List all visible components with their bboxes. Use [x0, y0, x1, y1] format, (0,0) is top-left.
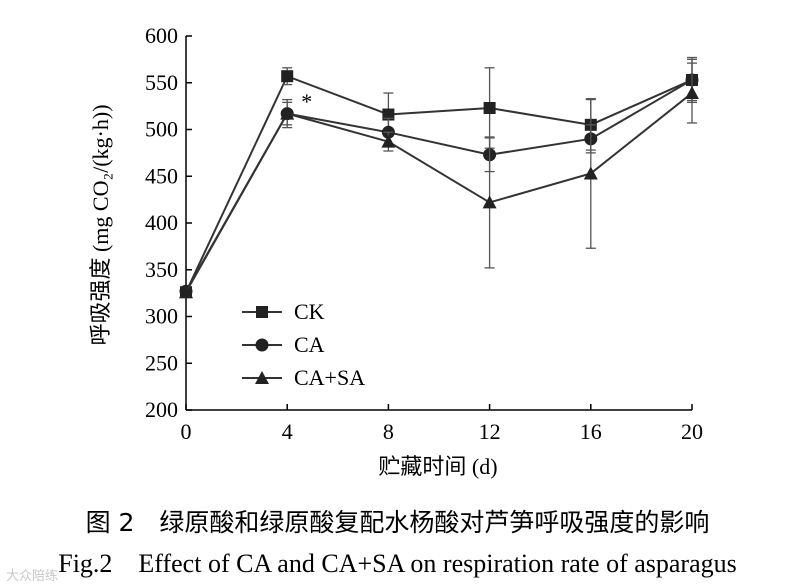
x-tick-label: 4 — [282, 419, 293, 444]
legend-marker-ck — [256, 306, 268, 318]
x-tick-label: 8 — [383, 419, 394, 444]
data-point-ca-sa — [381, 134, 396, 148]
data-point-ck — [382, 108, 395, 121]
y-tick-label: 400 — [145, 210, 178, 235]
legend-marker-ca-sa — [255, 371, 269, 384]
significance-annotation: * — [301, 89, 312, 114]
legend-label-ca-sa: CA+SA — [294, 365, 365, 390]
data-point-ck — [483, 101, 496, 114]
respiration-chart: 200 250 300 350 400 450 500 550 600 0 4 8 12 16 20 * CK C… — [88, 23, 703, 479]
legend-label-ca: CA — [294, 332, 325, 357]
figure-caption-english: Fig.2 Effect of CA and CA+SA on respirat… — [58, 549, 737, 578]
y-tick-label: 550 — [145, 70, 178, 95]
data-point-ca-sa — [482, 195, 497, 209]
data-point-ca-sa — [280, 106, 295, 120]
x-tick-label: 20 — [681, 419, 703, 444]
legend-marker-ca — [255, 338, 269, 352]
series-line-ca-sa — [185, 92, 693, 293]
x-tick-label: 0 — [181, 419, 192, 444]
y-tick-label: 350 — [145, 257, 178, 282]
y-tick-label: 200 — [145, 397, 178, 422]
data-point-ca-sa — [583, 166, 598, 180]
y-tick-label: 300 — [145, 304, 178, 329]
x-tick-label: 12 — [479, 419, 501, 444]
figure-caption-chinese: 图 2 绿原酸和绿原酸复配水杨酸对芦笋呼吸强度的影响 — [85, 508, 710, 537]
series-line-ck — [185, 74, 693, 293]
data-point-ca-sa — [179, 285, 193, 299]
plot-area: 200 250 300 350 400 450 500 550 600 0 4 8 12 16 20 * CK C… — [145, 23, 703, 444]
watermark-logo: 大众陪练 — [6, 569, 59, 584]
y-tick-label: 250 — [145, 350, 178, 375]
x-axis-label: 贮藏时间 (d) — [378, 454, 497, 479]
y-tick-label: 450 — [145, 163, 178, 188]
data-point-ca-sa — [685, 86, 699, 100]
x-tick-label: 16 — [580, 419, 602, 444]
y-tick-label: 600 — [145, 23, 178, 48]
legend-label-ck: CK — [294, 299, 325, 324]
data-point-ck — [281, 70, 294, 83]
y-tick-label: 500 — [145, 117, 178, 142]
y-axis-label: 呼吸强度 (mg CO₂/(kg·h)) — [88, 104, 113, 345]
